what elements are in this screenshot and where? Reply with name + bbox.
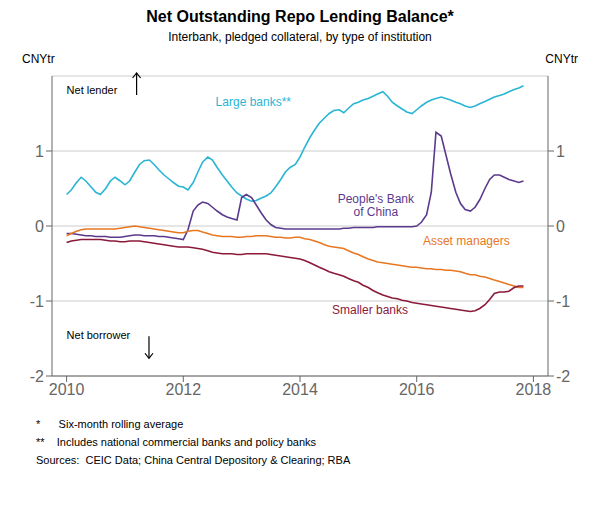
html-text:Net Outstanding Repo Lending B: Net Outstanding Repo Lending Balance* <box>146 8 454 25</box>
svg-text:2018: 2018 <box>516 381 552 398</box>
html-text:CNYtr: CNYtr <box>545 52 578 66</box>
svg-text:-1: -1 <box>556 293 570 310</box>
svg-text:People's Bankof China: People's Bankof China <box>338 192 415 219</box>
svg-text:-2: -2 <box>556 368 570 385</box>
svg-text:Net borrower: Net borrower <box>67 329 131 341</box>
svg-text:0: 0 <box>556 218 565 235</box>
html-text:Interbank, pledged collateral,: Interbank, pledged collateral, by type o… <box>168 30 432 44</box>
html-text:CNYtr: CNYtr <box>22 52 55 66</box>
svg-text:0: 0 <box>35 218 44 235</box>
svg-text:Net lender: Net lender <box>67 84 118 96</box>
svg-text:2014: 2014 <box>282 381 318 398</box>
html-text:** Includes national commercia: ** Includes national commercial banks an… <box>36 436 316 448</box>
svg-text:-1: -1 <box>30 293 44 310</box>
svg-text:2016: 2016 <box>399 381 435 398</box>
svg-text:Large banks**: Large banks** <box>216 95 292 109</box>
svg-text:1: 1 <box>556 143 565 160</box>
svg-text:-2: -2 <box>30 368 44 385</box>
html-text:* Six-month rolling average: * Six-month rolling average <box>36 418 184 430</box>
svg-text:2010: 2010 <box>49 381 85 398</box>
svg-text:2012: 2012 <box>165 381 201 398</box>
svg-text:Smaller banks: Smaller banks <box>332 303 408 317</box>
svg-text:Asset managers: Asset managers <box>423 234 510 248</box>
svg-text:1: 1 <box>35 143 44 160</box>
html-text:Sources: CEIC Data; China Cent: Sources: CEIC Data; China Central Deposi… <box>36 454 351 466</box>
